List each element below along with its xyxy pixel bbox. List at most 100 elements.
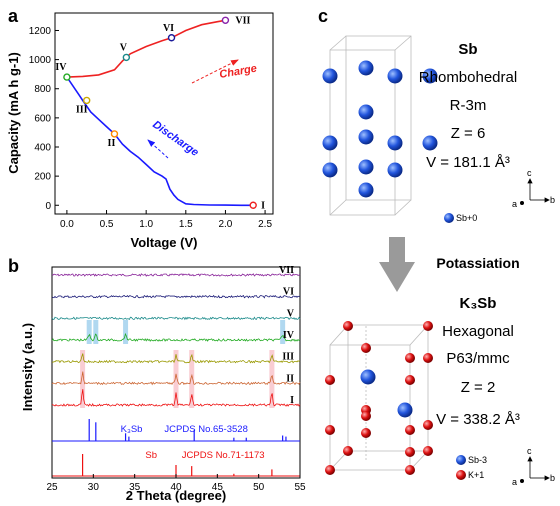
k3sb-legend-k-sphere — [456, 470, 466, 480]
sb-atom — [397, 402, 413, 418]
k-atom — [423, 446, 433, 456]
k-atom — [325, 425, 335, 435]
k-atom — [423, 353, 433, 363]
k3sb-legend-sb-label: Sb-3 — [468, 455, 487, 465]
chart-a-ytick-label: 0 — [45, 201, 51, 212]
series-line-charge — [66, 19, 226, 78]
sb-peak-highlight — [269, 350, 275, 408]
sb-atom — [422, 135, 438, 151]
chart-b-xtick-label: 45 — [212, 482, 224, 493]
k-atom — [405, 465, 415, 475]
chart-a-ylabel: Capacity (mA h g-1) — [6, 52, 21, 174]
k-atom — [423, 321, 433, 331]
potassiation-label: Potassiation — [436, 255, 519, 271]
k-atom — [405, 375, 415, 385]
k-atom — [325, 375, 335, 385]
axis-c-label-bottom: c — [527, 446, 532, 456]
marker-point — [83, 96, 91, 105]
marker-point — [221, 16, 230, 24]
xrd-trace-III — [51, 353, 301, 364]
k3sb-peak-highlight — [280, 320, 286, 344]
axes-icon-bottom — [520, 456, 550, 483]
chart-b-xtick-label: 55 — [294, 482, 306, 493]
charge-annotation: Charge — [218, 63, 257, 81]
discharge-annotation: Discharge — [150, 119, 200, 159]
chart-a-ytick-label: 1000 — [29, 55, 52, 66]
chart-a-xlabel: Voltage (V) — [131, 235, 198, 250]
k3sb-space-group: P63/mmc — [446, 350, 510, 367]
marker-label: I — [261, 200, 265, 211]
k3sb-peak-highlight — [93, 320, 99, 344]
sb-crystal-system: Rhombohedral — [419, 69, 517, 86]
chart-b-xtick-label: 30 — [88, 482, 100, 493]
sb-formula: Sb — [458, 41, 477, 58]
k-atom — [423, 420, 433, 430]
xrd-trace-V — [51, 316, 301, 321]
sb-atoms — [322, 60, 438, 198]
reference-card: JCPDS No.71-1173 — [182, 450, 265, 461]
reference-card: JCPDS No.65-3528 — [164, 424, 247, 435]
chart-a-ytick-label: 600 — [34, 113, 51, 124]
sb-atom — [387, 68, 403, 84]
k-atom — [361, 428, 371, 438]
axis-a-label-bottom: a — [512, 477, 517, 487]
xrd-trace-II — [51, 371, 301, 386]
xrd-trace-label: I — [290, 395, 294, 406]
xrd-trace-label: IV — [283, 330, 295, 341]
sb-legend-sphere — [444, 213, 454, 223]
panel-label-c: c — [318, 6, 328, 26]
potassiation-arrow — [379, 237, 415, 292]
sb-atom — [358, 104, 374, 120]
marker-label: VI — [163, 23, 174, 34]
chart-b-xtick-label: 50 — [253, 482, 265, 493]
xrd-trace-I — [51, 389, 301, 407]
k3sb-volume: V = 338.2 Å³ — [436, 411, 520, 428]
sb-unit-cell — [329, 35, 412, 216]
charge-arrow — [191, 59, 239, 84]
sb-peak-highlight — [189, 350, 195, 408]
discharge-arrow — [147, 139, 169, 159]
k-atom — [361, 343, 371, 353]
chart-b-xtick-label: 35 — [129, 482, 141, 493]
xrd-trace-label: V — [287, 308, 295, 319]
xrd-trace-VI — [51, 294, 301, 299]
k-atom — [405, 353, 415, 363]
sb-z-value: Z = 6 — [451, 125, 486, 142]
sb-atom — [322, 162, 338, 178]
marker-point — [63, 73, 71, 81]
axis-a-label-top: a — [512, 199, 517, 209]
chart-a-xtick-label: 1.0 — [139, 219, 153, 230]
sb-volume: V = 181.1 Å³ — [426, 154, 510, 171]
axis-c-label-top: c — [527, 168, 532, 178]
chart-a-ytick-label: 400 — [34, 143, 51, 154]
sb-atom — [422, 68, 438, 84]
k3sb-legend-sb-sphere — [456, 455, 466, 465]
series-line-discharge — [66, 76, 254, 207]
chart-b-xlabel: 2 Theta (degree) — [126, 488, 226, 503]
xrd-trace-label: VI — [283, 287, 294, 298]
marker-label: VII — [235, 15, 250, 26]
sb-atom — [358, 129, 374, 145]
k3sb-peak-highlight — [123, 320, 129, 344]
k-atom — [361, 411, 371, 421]
sb-atom — [387, 135, 403, 151]
marker-label: IV — [55, 62, 67, 73]
k3sb-formula: K₃Sb — [460, 295, 497, 312]
xrd-trace-label: II — [286, 373, 294, 384]
sb-peak-highlight — [173, 350, 179, 408]
capacity-voltage-chart: 0.0 0.5 1.0 1.5 2.0 2.5 0 200 400 600 800 1000 1200 I… — [29, 12, 274, 230]
reference-name: K₃Sb — [121, 424, 143, 435]
k3sb-peak-highlight — [86, 320, 92, 344]
k-atom — [343, 446, 353, 456]
sb-atom — [322, 135, 338, 151]
sb-atom — [358, 182, 374, 198]
axis-b-label-top: b — [550, 195, 555, 205]
marker-label: II — [108, 138, 116, 149]
chart-b-ylabel: Intensity (a.u.) — [20, 323, 35, 411]
xrd-trace-VII — [51, 273, 301, 277]
marker-label: III — [76, 104, 88, 115]
sb-space-group: R-3m — [450, 97, 487, 114]
sb-atom — [360, 369, 376, 385]
k3sb-atoms — [325, 321, 433, 475]
